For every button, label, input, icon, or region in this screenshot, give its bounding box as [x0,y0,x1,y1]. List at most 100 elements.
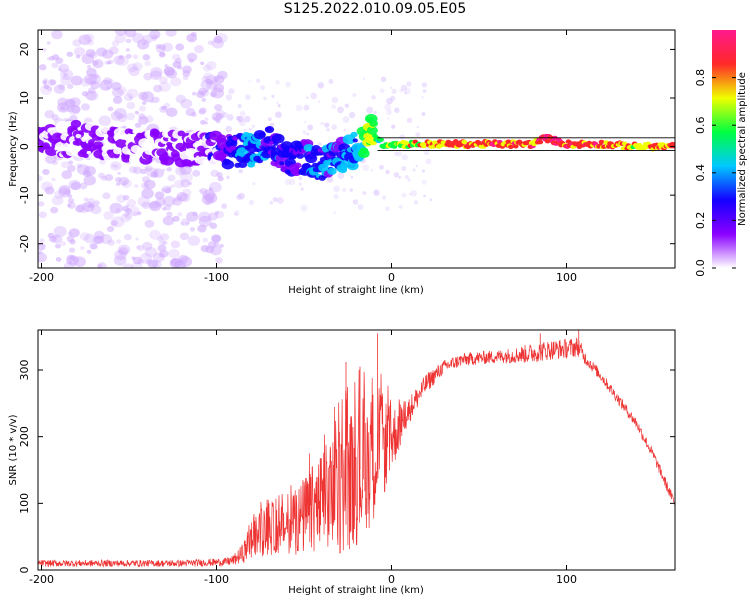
spectrogram-noise-blob [43,77,49,83]
spectrogram-noise-blob [170,240,181,249]
spectrogram-noise-blob [170,184,176,189]
spectrogram-noise-blob [132,62,143,71]
spectrogram-noise-blob [110,220,118,227]
snr-y-tick-label: 300 [18,360,31,381]
spectrogram-noise-blob [219,243,224,248]
spectrogram-signal-blob [194,140,203,147]
spectrogram-noise-blob [44,154,57,164]
spectrogram-noise-blob [165,68,178,79]
spectrogram-noise-blob [409,192,412,196]
spectrogram-noise-blob [200,79,213,90]
spectrogram-noise-blob [204,192,218,204]
spectrogram-noise-blob [211,38,224,49]
spectrogram-noise-blob [86,249,92,254]
spectrogram-signal-blob [113,147,123,155]
spectrogram-noise-blob [49,55,55,61]
spectrogram-noise-blob [186,33,198,43]
spectrogram-signal-blob [264,126,275,134]
spectrogram-noise-blob [164,64,169,68]
spectrogram-noise-blob [271,94,275,98]
spectrogram-noise-blob [39,64,47,71]
spectrogram-noise-blob [158,76,168,84]
spectrogram-signal-blob [350,131,358,138]
spectrogram-noise-blob [342,116,350,123]
snr-line [38,337,675,568]
spectrogram-noise-blob [188,181,193,186]
spectrogram-noise-blob [285,81,291,88]
spectrogram-noise-blob [209,80,214,84]
spectrogram-noise-blob [362,164,370,171]
spectrogram-noise-blob [404,175,409,180]
snr-x-tick-label: -100 [204,573,229,586]
spectrogram-noise-blob [116,239,122,244]
spectrogram-noise-blob [116,182,121,186]
spectrogram-noise-blob [93,235,105,245]
spectrogram-noise-blob [201,97,207,102]
spectrogram-noise-blob [93,230,105,240]
spectrogram-noise-blob [234,212,238,216]
spectrogram-noise-blob [421,96,424,99]
spectrogram-noise-blob [370,168,373,172]
spectrogram-noise-blob [131,256,136,260]
spectrogram-noise-blob [406,81,412,87]
spectrogram-noise-blob [144,60,152,67]
spectrogram-noise-blob [337,172,345,179]
spectrogram-noise-blob [38,175,43,182]
spectrogram-signal-blob [352,138,358,143]
spectrogram-noise-blob [61,170,73,180]
spectrogram-noise-blob [81,103,90,111]
spectrogram-noise-blob [117,113,128,123]
spectrogram-signal-blob [512,144,519,149]
spectrogram-noise-blob [125,53,132,59]
spectrogram-noise-blob [92,60,99,66]
spectrogram-noise-blob [215,113,225,120]
spectrogram-noise-blob [221,203,227,209]
spectrogram-noise-blob [179,232,189,241]
spectrogram-noise-blob [63,72,68,77]
spectrogram-noise-blob [302,130,307,135]
spectrogram-noise-blob [158,81,171,92]
spectrogram-noise-blob [151,34,158,40]
spectrogram-noise-blob [158,240,165,246]
spectrogram-noise-blob [155,44,162,49]
spectrogram-noise-blob [200,120,206,125]
spectrogram-noise-blob [348,111,356,119]
spectrogram-noise-blob [150,171,159,178]
spectrogram-noise-blob [150,67,163,78]
spectrogram-noise-blob [154,191,165,200]
spectrogram-noise-blob [391,88,397,94]
spectrogram-noise-blob [289,178,296,186]
spectrogram-noise-blob [47,79,56,86]
spectrogram-noise-blob [132,211,139,217]
spectrogram-signal-blob [362,148,369,153]
spectrogram-signal-blob [305,153,318,164]
colorbar-tick-label: 0.4 [694,164,707,182]
spectrogram-signal-blob [75,133,82,139]
spectrogram-noise-blob [276,197,284,204]
spectrogram-noise-blob [82,169,92,178]
spectrogram-noise-blob [111,40,120,47]
spectrogram-noise-blob [86,64,92,69]
spectrogram-noise-blob [38,201,45,207]
spectrogram-noise-blob [49,79,57,86]
spectrogram-noise-blob [44,110,55,119]
spectrogram-noise-blob [275,80,280,85]
spectrogram-noise-blob [182,65,192,74]
spectrogram-x-tick-label: -200 [29,271,54,284]
spectrogram-noise-blob [180,221,185,226]
spectrogram-noise-blob [117,244,131,255]
spectrogram-noise-blob [137,259,145,265]
spectrogram-noise-blob [49,235,57,243]
spectrogram-noise-blob [379,88,385,94]
spectrogram-noise-blob [399,88,404,93]
spectrogram-noise-blob [42,80,48,85]
spectrogram-noise-blob [421,82,428,88]
spectrogram-noise-blob [404,91,407,95]
spectrogram-noise-blob [159,105,168,113]
spectrogram-noise-blob [263,96,267,101]
spectrogram-noise-blob [204,117,209,121]
spectrogram-signal-blob [598,139,605,145]
spectrogram-noise-blob [51,177,56,182]
spectrogram-noise-blob [226,114,234,121]
spectrogram-noise-blob [401,154,408,161]
